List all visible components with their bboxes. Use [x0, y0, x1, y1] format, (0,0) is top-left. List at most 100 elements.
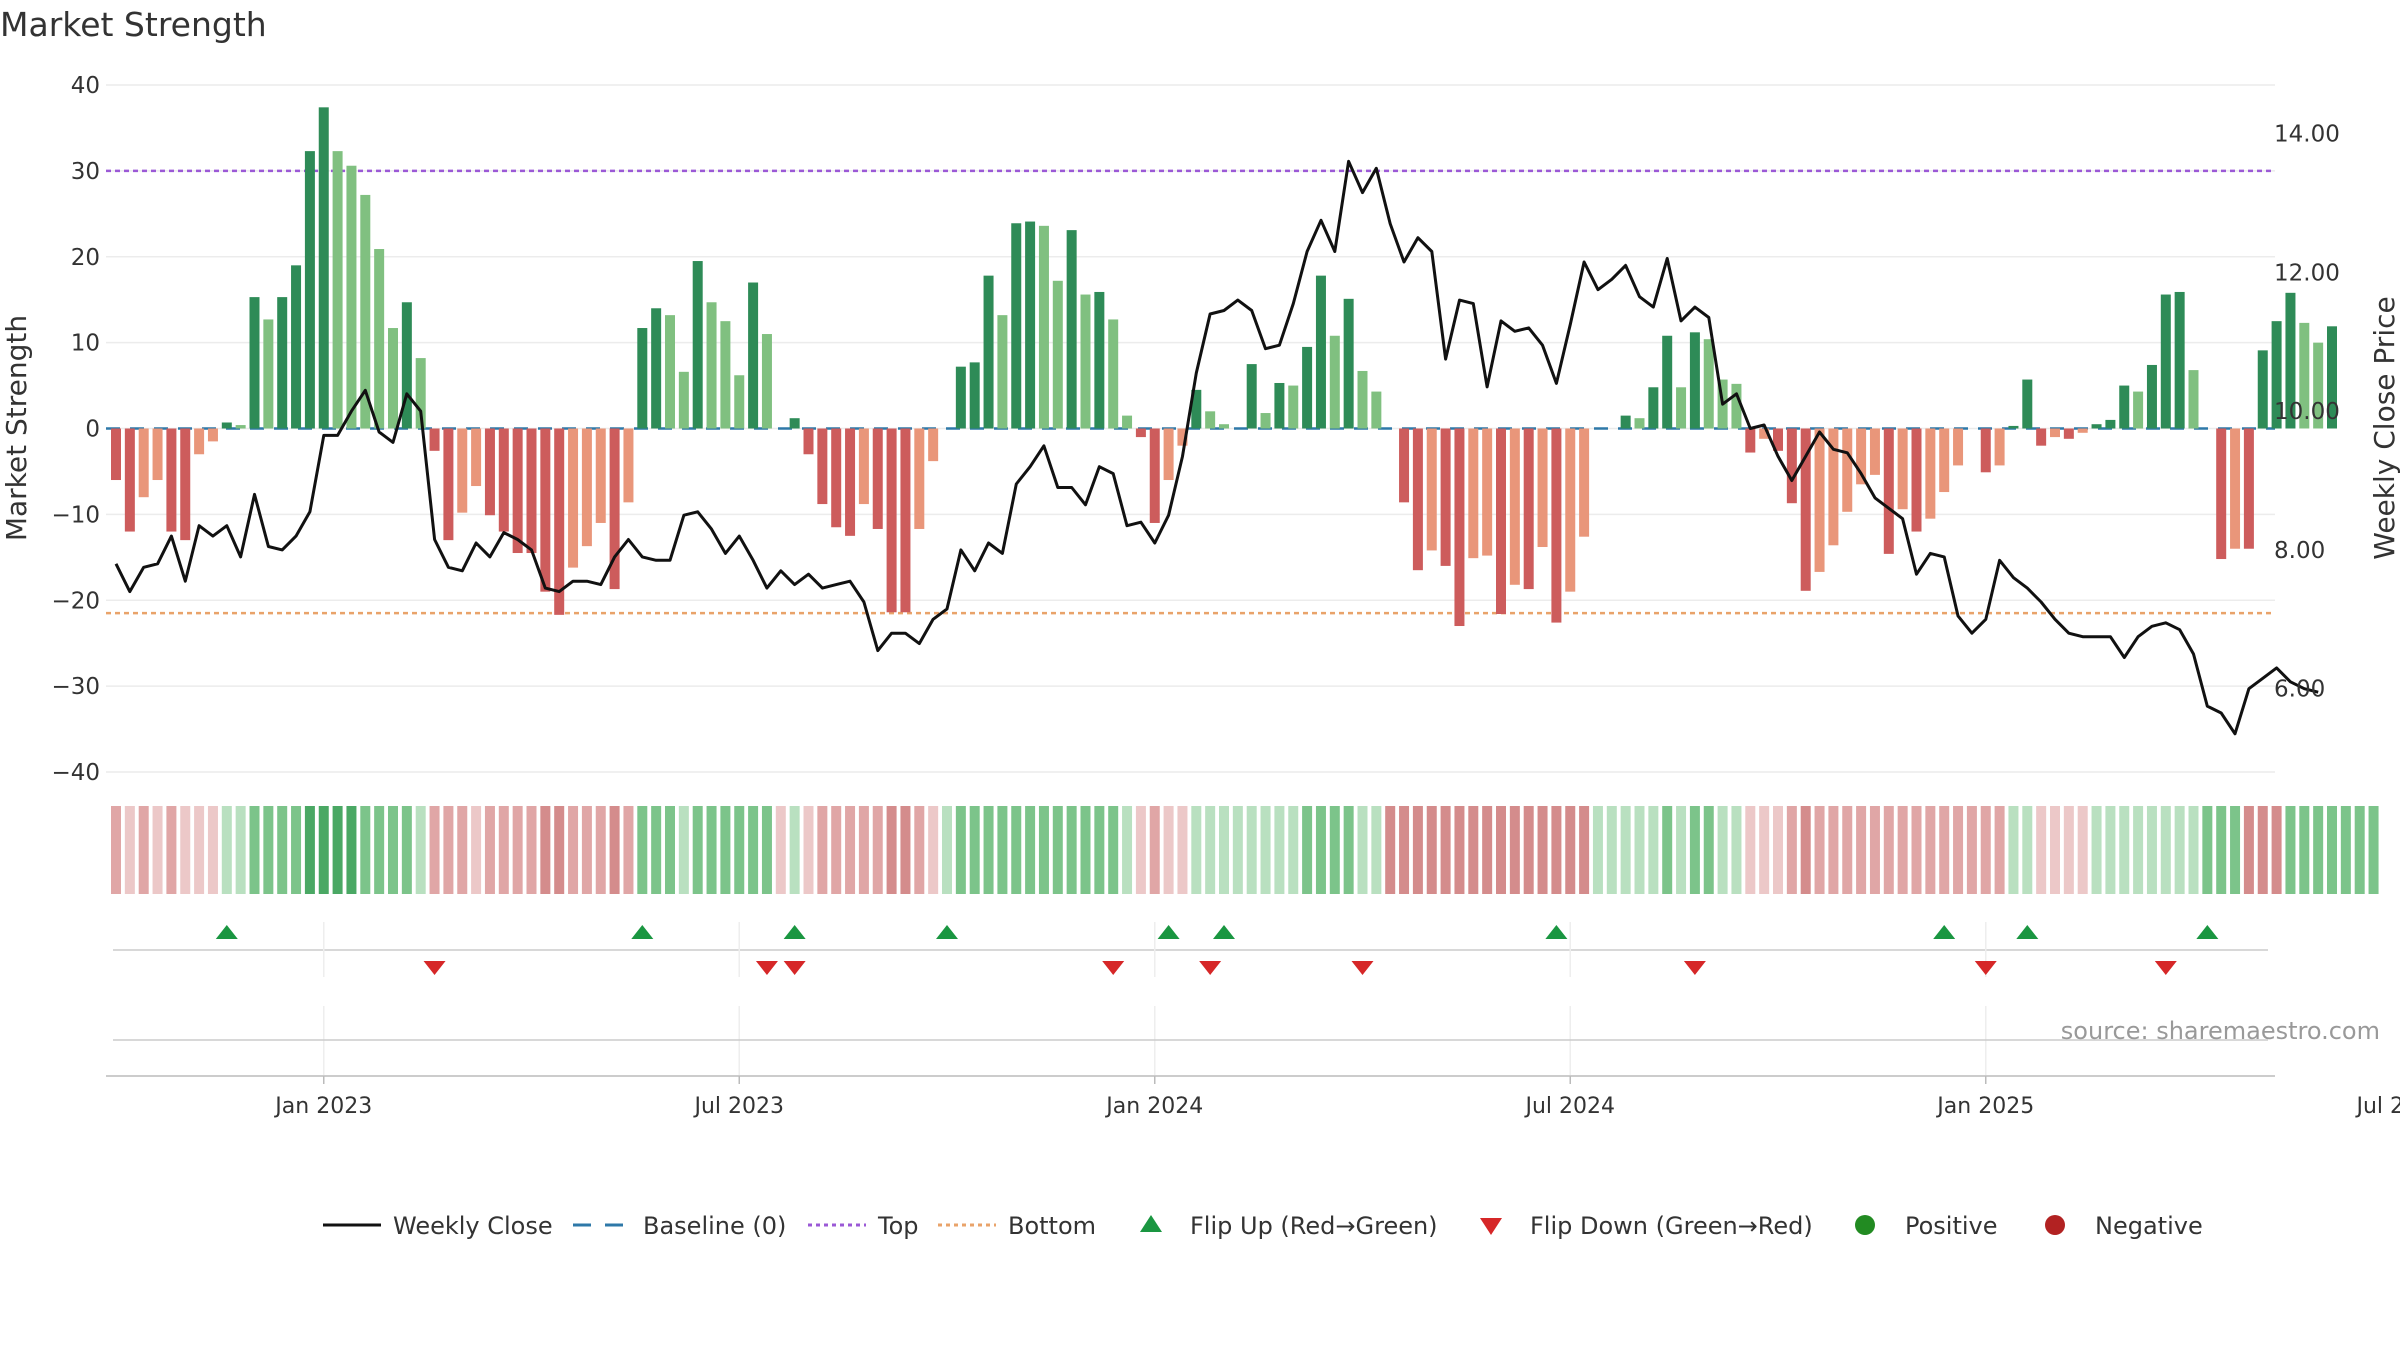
status-cell: [831, 806, 842, 894]
flip-down-marker: [1351, 961, 1374, 975]
strength-bars: [111, 107, 2337, 627]
legend-item: Flip Up (Red→Green): [1140, 1212, 1438, 1240]
flip-up-marker: [631, 925, 654, 939]
strength-bar: [872, 428, 883, 529]
lower-panel: [113, 1006, 2268, 1075]
status-cell: [817, 806, 828, 894]
strength-bar: [2243, 428, 2254, 549]
legend-label: Baseline (0): [643, 1212, 786, 1240]
status-cell: [2216, 806, 2227, 894]
status-cell: [706, 806, 717, 894]
status-cell: [457, 806, 468, 894]
strength-bar: [180, 428, 191, 541]
strength-bar: [2271, 321, 2282, 429]
strength-bar: [1052, 280, 1063, 429]
strength-bar: [983, 275, 994, 429]
strength-bar: [1205, 411, 1216, 429]
strength-bar: [2160, 294, 2171, 429]
strength-bar: [1842, 428, 1853, 512]
strength-bar: [928, 428, 939, 462]
status-cell: [415, 806, 426, 894]
status-cell: [609, 806, 620, 894]
y-tick-label-right: 10.00: [2274, 399, 2340, 425]
status-cell: [1080, 806, 1091, 894]
flip-markers: [113, 922, 2268, 977]
strength-bar: [2022, 379, 2033, 429]
strength-bar: [623, 428, 634, 503]
status-cell: [2299, 806, 2310, 894]
flip-down-marker: [423, 961, 446, 975]
status-cell: [1343, 806, 1354, 894]
strength-bar: [1953, 428, 1964, 466]
status-cell: [2271, 806, 2282, 894]
status-cell: [2160, 806, 2171, 894]
strength-bar: [1869, 428, 1880, 475]
flip-down-marker: [783, 961, 806, 975]
strength-bar: [1980, 428, 1991, 473]
strength-bar: [1828, 428, 1839, 546]
strength-bar: [1994, 428, 2005, 466]
status-cell: [2105, 806, 2116, 894]
status-cell: [1773, 806, 1783, 894]
y-tick-label-left: 40: [71, 73, 100, 99]
status-cell: [1482, 806, 1493, 894]
status-cell: [512, 806, 523, 894]
flip-up-marker: [2196, 925, 2219, 939]
strength-bar: [401, 302, 412, 429]
status-cell: [2368, 806, 2379, 894]
strength-bar: [1315, 275, 1326, 429]
status-cell: [2174, 806, 2185, 894]
strength-bar: [304, 151, 315, 429]
status-cell: [623, 806, 634, 894]
strength-bar: [595, 428, 606, 523]
status-cell: [111, 806, 121, 894]
strength-bar: [1412, 428, 1423, 571]
status-cell: [1038, 806, 1049, 894]
strength-bar: [221, 422, 232, 429]
status-cell: [1994, 806, 2005, 894]
status-cell: [1052, 806, 1063, 894]
strength-bar: [2285, 292, 2296, 429]
strength-bar: [803, 428, 814, 455]
status-cell: [803, 806, 814, 894]
strength-bar: [2091, 424, 2102, 429]
strength-bar: [2299, 322, 2310, 429]
x-tick-label: Jan 2025: [1935, 1094, 2034, 1119]
strength-bar: [734, 375, 745, 429]
strength-bar: [360, 194, 371, 429]
status-cell: [346, 806, 357, 894]
status-cell: [1385, 806, 1396, 894]
strength-bar: [831, 428, 842, 528]
legend-swatch-flip-up: [1140, 1215, 1162, 1232]
status-cell: [914, 806, 925, 894]
strength-bar: [955, 366, 966, 429]
strength-bar: [1800, 428, 1811, 591]
strength-bar: [1814, 428, 1825, 572]
strength-bar: [1371, 391, 1382, 429]
status-cell: [2243, 806, 2254, 894]
strength-bar: [1302, 346, 1313, 429]
status-cell: [152, 806, 163, 894]
status-cell: [1731, 806, 1742, 894]
legend-swatch-flip-down: [1480, 1218, 1502, 1235]
strength-bar: [1163, 428, 1174, 481]
legend-label: Flip Up (Red→Green): [1190, 1212, 1438, 1240]
strength-bar: [124, 428, 135, 532]
y-tick-label-left: −40: [51, 760, 100, 786]
status-cell: [2063, 806, 2074, 894]
strength-bar: [1883, 428, 1894, 554]
flip-down-marker: [1683, 961, 1706, 975]
legend-label: Negative: [2095, 1212, 2203, 1240]
strength-bar: [1135, 428, 1146, 438]
strength-bar: [498, 428, 509, 532]
status-cell: [1856, 806, 1867, 894]
status-cell: [2257, 806, 2268, 894]
status-cell: [1814, 806, 1825, 894]
strength-bar: [1731, 383, 1742, 429]
status-cell: [2313, 806, 2324, 894]
strength-bar: [1925, 428, 1936, 519]
legend-item: Flip Down (Green→Red): [1480, 1212, 1813, 1240]
flip-up-marker: [2016, 925, 2039, 939]
y-tick-label-right: 8.00: [2274, 538, 2325, 564]
